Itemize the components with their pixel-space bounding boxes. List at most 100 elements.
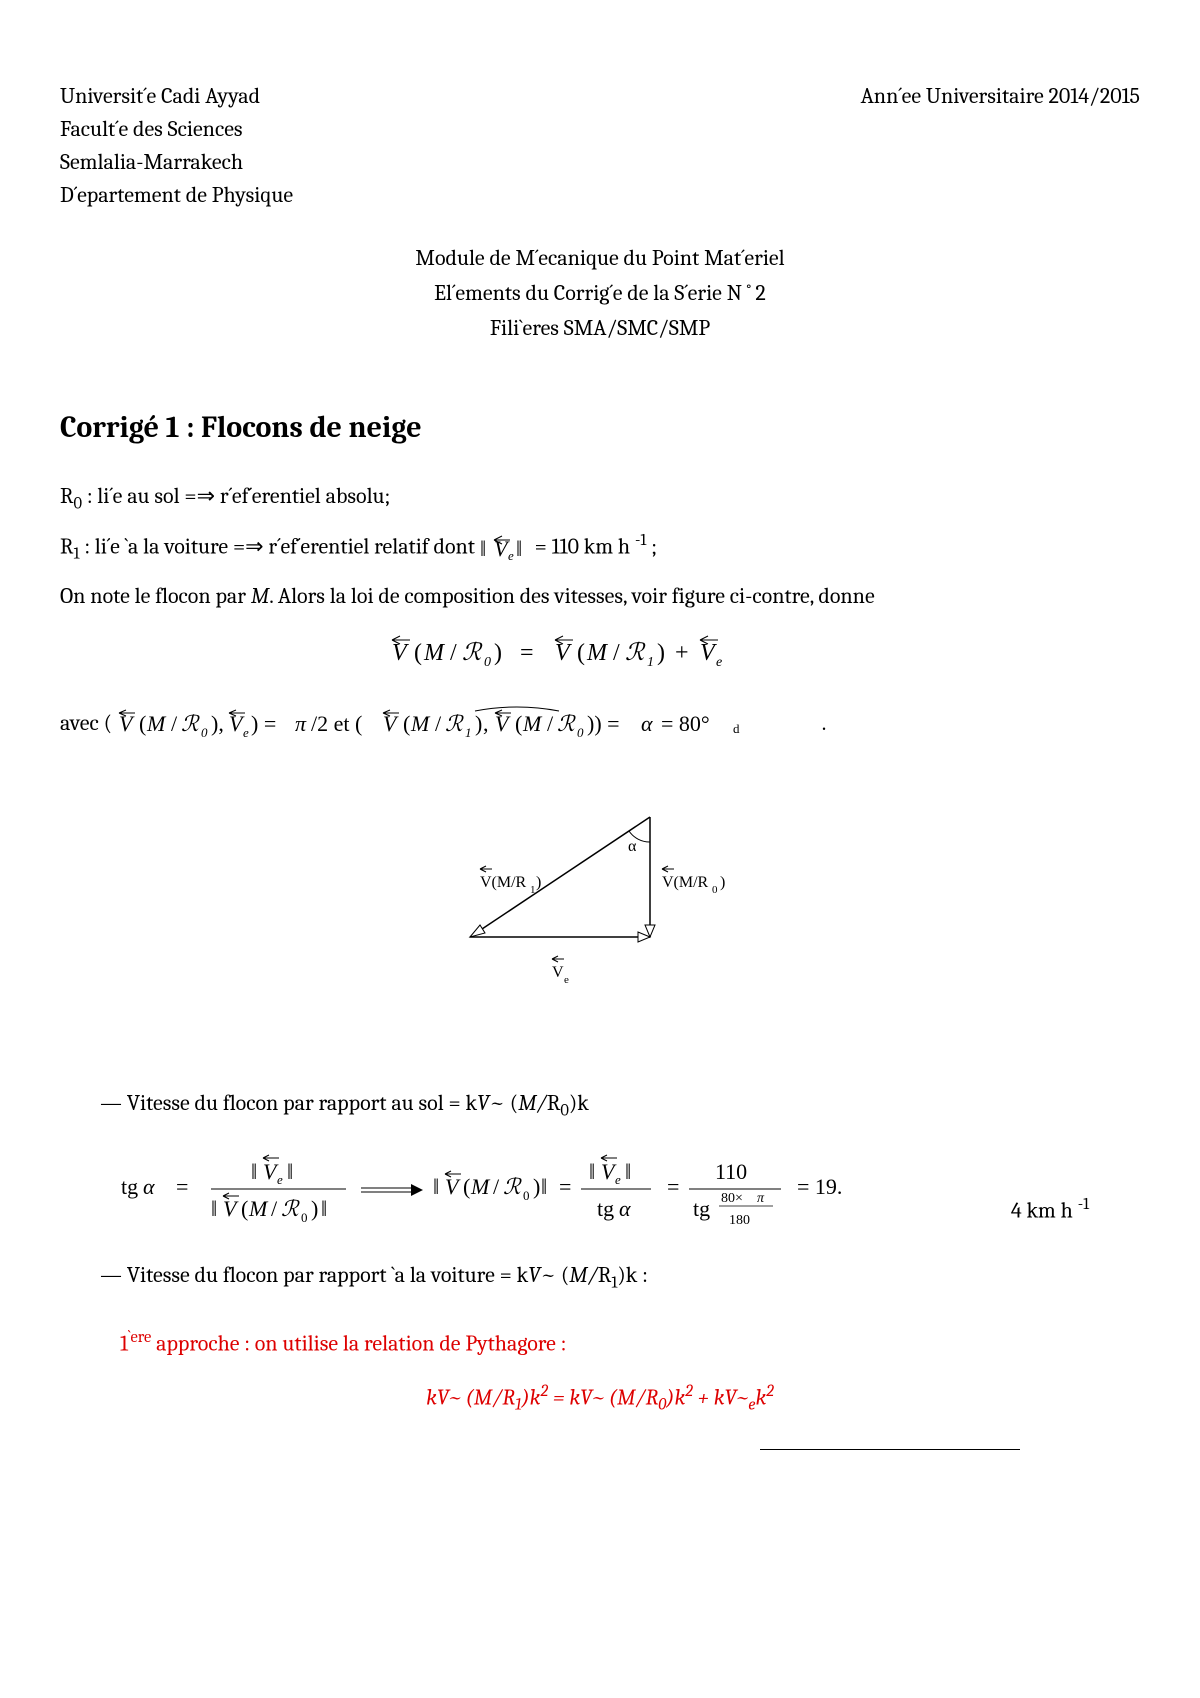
svg-text:ℛ: ℛ: [281, 1196, 300, 1221]
svg-text:): ): [533, 1174, 540, 1199]
svg-text:α: α: [641, 711, 653, 736]
svg-text:π: π: [757, 1191, 765, 1206]
py-sq1: 2: [540, 1382, 548, 1401]
result-unit: 4 km h -1: [1011, 1193, 1089, 1227]
svg-text:) =: ) =: [251, 711, 276, 736]
svg-text:tg: tg: [121, 1174, 138, 1199]
item1-rsub: 0: [560, 1101, 569, 1120]
item-vitesse-sol: — Vitesse du flocon par rapport au sol =…: [100, 1087, 1140, 1124]
svg-text:=: =: [667, 1174, 679, 1199]
svg-text:π: π: [295, 711, 307, 736]
svg-text:/: /: [547, 711, 554, 736]
svg-text:α: α: [143, 1174, 155, 1199]
svg-text:‖: ‖: [480, 536, 486, 561]
r1-text-a: : li´e `a la voiture =⇒ r´ef´erentiel re…: [79, 533, 479, 559]
svg-text:‖: ‖: [625, 1159, 631, 1184]
svg-text:,: ,: [483, 711, 489, 736]
svg-text:=: =: [520, 640, 534, 666]
py-sq3: 2: [766, 1382, 774, 1401]
svg-text:M: M: [410, 711, 431, 736]
title-line: El´ements du Corrig´e de la S´erie N ˚ 2: [60, 277, 1140, 310]
svg-text:‖: ‖: [541, 1174, 547, 1199]
svg-text:e: e: [508, 548, 514, 563]
svg-text:0: 0: [712, 884, 718, 896]
svg-text:ℛ: ℛ: [557, 711, 576, 736]
py-m2: M/: [617, 1385, 646, 1411]
py-c2: )k: [666, 1385, 685, 1411]
avec-end: .: [822, 710, 827, 736]
svg-text:1: 1: [647, 655, 654, 670]
triangle-svg: α V(M/R 1 ) V(M/R 0 ) V e: [430, 797, 770, 997]
item1-end: )k: [569, 1090, 589, 1116]
svg-text:): ): [311, 1196, 318, 1221]
svg-text:/: /: [450, 640, 457, 666]
svg-text:tg: tg: [597, 1196, 614, 1221]
svg-text:(: (: [241, 1196, 248, 1221]
item1-tilde: ~ (: [489, 1090, 518, 1116]
r0-line: R0 : li´e au sol =⇒ r´ef´erentiel absolu…: [60, 480, 1140, 517]
svg-text:(: (: [577, 640, 585, 666]
module-line: Module de M´ecanique du Point Mat´eriel: [60, 242, 1140, 275]
svg-text:M: M: [470, 1174, 491, 1199]
svg-text:1: 1: [465, 725, 472, 740]
svg-text:V: V: [392, 640, 409, 666]
equation-composition: V ( M / ℛ 0 ) = V ( M / ℛ 1 ) + V e: [60, 628, 1140, 688]
svg-text:M: M: [248, 1196, 269, 1221]
equation-tg-alpha: tg α = ‖ V e ‖ ‖ V ( M / ℛ 0 ) ‖: [60, 1144, 1140, 1234]
py-r1: R: [502, 1385, 515, 1411]
svg-text:ℛ: ℛ: [445, 711, 464, 736]
alpha-label: α: [628, 838, 637, 855]
svg-text:e: e: [564, 974, 569, 986]
footnote-rule: [760, 1449, 1020, 1450]
svg-text:‖: ‖: [433, 1174, 439, 1199]
norm-ve-icon: ‖ V e ‖: [480, 530, 530, 566]
eq3-svg: tg α = ‖ V e ‖ ‖ V ( M / ℛ 0 ) ‖: [111, 1144, 1011, 1234]
py-eq: = k: [548, 1385, 580, 1411]
svg-text:1: 1: [530, 884, 536, 896]
svg-text:‖: ‖: [251, 1159, 257, 1184]
svg-text:V: V: [223, 1196, 239, 1221]
svg-text:α: α: [619, 1196, 631, 1221]
py-r0: R: [646, 1385, 659, 1411]
r0-r: R: [60, 483, 74, 509]
approche-text: approche : on utilise la relation de Pyt…: [156, 1330, 566, 1356]
svg-text:): ): [720, 874, 725, 891]
svg-text:=: =: [559, 1174, 571, 1199]
header-left: Universit´e Cadi Ayyad Facult´e des Scie…: [60, 80, 293, 212]
svg-text:M: M: [586, 640, 609, 666]
university: Universit´e Cadi Ayyad: [60, 80, 293, 113]
r1-text-c: ;: [646, 533, 657, 559]
svg-text:M: M: [146, 711, 167, 736]
r1-exp: -1: [635, 531, 646, 550]
department: D´epartement de Physique: [60, 179, 293, 212]
svg-text:180: 180: [729, 1213, 750, 1228]
svg-text:=: =: [176, 1174, 188, 1199]
r0-sub: 0: [74, 494, 83, 513]
compose-end: . Alors la loi de composition des vitess…: [269, 583, 874, 609]
svg-text:d: d: [733, 721, 740, 736]
svg-text:(: (: [515, 711, 522, 736]
avec-text: avec (: [60, 710, 112, 736]
svg-text:): ): [536, 874, 541, 891]
item2-v: V: [528, 1262, 540, 1288]
py-t2: ~ (: [592, 1385, 617, 1411]
svg-text:e: e: [243, 725, 249, 740]
svg-text:ℛ: ℛ: [625, 640, 646, 666]
approche-sup: `ere: [128, 1328, 151, 1347]
r0-text: : li´e au sol =⇒ r´ef´erentiel absolu;: [82, 483, 390, 509]
svg-text:/: /: [613, 640, 620, 666]
r1-text-b: = 110 km h: [535, 533, 635, 559]
item2-end: )k :: [617, 1262, 648, 1288]
svg-text:e: e: [277, 1172, 283, 1187]
py-t1: ~ (: [449, 1385, 474, 1411]
svg-text:V: V: [555, 640, 572, 666]
r1-line: R1 : li´e `a la voiture =⇒ r´ef´erentiel…: [60, 529, 1140, 567]
faculty: Facult´e des Sciences: [60, 113, 293, 146]
svg-text:80×: 80×: [721, 1191, 743, 1206]
py-ves: e: [748, 1396, 755, 1415]
item2-r: R: [598, 1262, 612, 1288]
svg-text:= 19.: = 19.: [797, 1174, 842, 1199]
svg-text:/2 et (: /2 et (: [311, 711, 362, 736]
svg-text:/: /: [271, 1196, 278, 1221]
svg-text:= 80°: = 80°: [661, 711, 710, 736]
